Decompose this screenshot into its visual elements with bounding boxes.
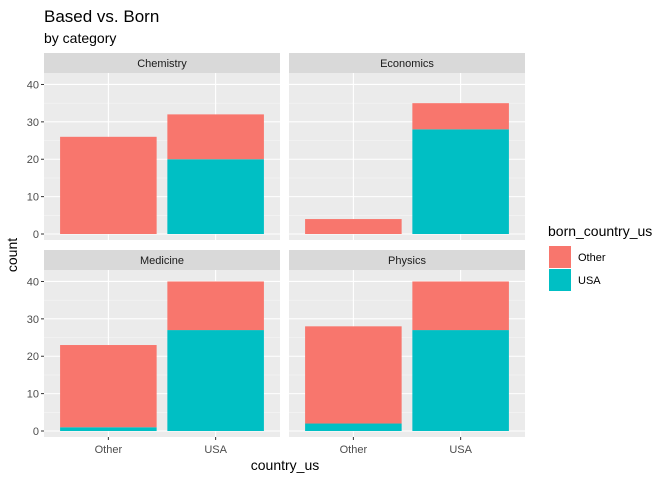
y-tick-label: 0 [33, 229, 39, 241]
facet-strip [44, 53, 280, 73]
legend: born_country_us Other USA [548, 223, 652, 291]
y-tick-label: 0 [33, 426, 39, 438]
facet-panels: Chemistry 0 10 20 30 40 Economics Medicine 0 10 20… [27, 53, 525, 456]
y-tick-label: 10 [27, 389, 39, 401]
facet-physics: Physics Other USA [289, 250, 525, 456]
facet-chemistry: Chemistry 0 10 20 30 40 [27, 53, 280, 241]
y-tick-label: 20 [27, 154, 39, 166]
bar-usa-other [60, 427, 157, 431]
facet-strip-label: Physics [388, 255, 426, 267]
bar-other-usa [412, 103, 509, 130]
bar-other-other [60, 136, 157, 234]
y-tick-label: 30 [27, 314, 39, 326]
legend-key-other [549, 246, 571, 268]
legend-label: USA [578, 275, 601, 287]
facet-economics: Economics [289, 53, 525, 240]
bar-usa-other [305, 423, 402, 431]
facet-strip-label: Economics [380, 58, 434, 70]
facet-strip [289, 250, 525, 270]
legend-label: Other [578, 252, 606, 264]
y-tick-label: 40 [27, 276, 39, 288]
y-tick-label: 20 [27, 351, 39, 363]
y-axis-title: count [4, 238, 20, 272]
y-tick-label: 30 [27, 117, 39, 129]
bar-other-usa [167, 114, 264, 160]
facet-strip [289, 53, 525, 73]
legend-title: born_country_us [548, 223, 652, 239]
bar-other-other [60, 345, 157, 428]
bar-other-other [305, 219, 402, 234]
bar-usa-usa [412, 129, 509, 234]
facet-medicine: Medicine 0 10 20 30 40 Other USA [27, 250, 280, 456]
bar-usa-usa [167, 330, 264, 431]
bar-other-other [305, 326, 402, 424]
chart-title: Based vs. Born [44, 7, 159, 26]
legend-key-usa [549, 269, 571, 291]
chart-subtitle: by category [44, 30, 116, 46]
x-tick-label: Other [95, 444, 123, 456]
bar-usa-usa [412, 330, 509, 431]
x-tick-label: Other [340, 444, 368, 456]
y-tick-label: 40 [27, 79, 39, 91]
bar-other-usa [412, 281, 509, 331]
x-tick-label: USA [204, 444, 227, 456]
x-axis-title: country_us [251, 457, 319, 473]
bar-usa-usa [167, 159, 264, 234]
x-tick-label: USA [449, 444, 472, 456]
facet-strip [44, 250, 280, 270]
facet-strip-label: Medicine [140, 255, 184, 267]
facet-strip-label: Chemistry [137, 58, 187, 70]
y-tick-label: 10 [27, 192, 39, 204]
bar-other-usa [167, 281, 264, 331]
